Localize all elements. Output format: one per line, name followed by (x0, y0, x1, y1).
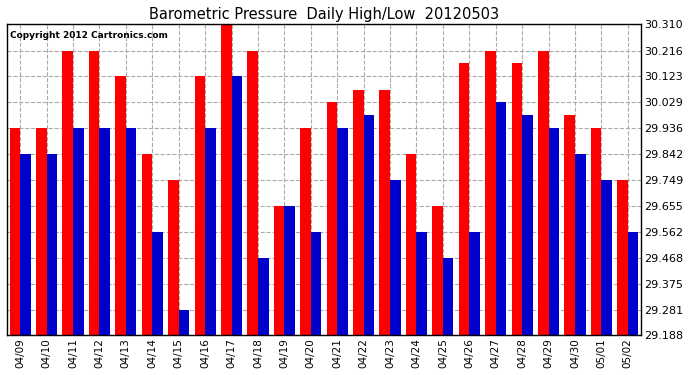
Bar (36, 128, 46, 335)
Bar (232, 76, 242, 335)
Bar (126, 128, 137, 335)
Bar (89, 51, 99, 335)
Bar (99, 128, 110, 335)
Bar (406, 154, 417, 335)
Bar (258, 258, 268, 335)
Bar (564, 115, 575, 335)
Bar (511, 63, 522, 335)
Bar (390, 180, 401, 335)
Bar (73, 128, 83, 335)
Bar (152, 232, 163, 335)
Bar (300, 128, 310, 335)
Bar (417, 232, 427, 335)
Bar (195, 76, 205, 335)
Bar (495, 102, 506, 335)
Bar (20, 154, 31, 335)
Bar (168, 180, 179, 335)
Bar (485, 51, 495, 335)
Bar (205, 128, 216, 335)
Bar (628, 232, 638, 335)
Bar (459, 63, 469, 335)
Bar (618, 180, 628, 335)
Bar (469, 232, 480, 335)
Bar (284, 206, 295, 335)
Bar (443, 258, 453, 335)
Bar (326, 102, 337, 335)
Bar (337, 128, 348, 335)
Title: Barometric Pressure  Daily High/Low  20120503: Barometric Pressure Daily High/Low 20120… (149, 7, 499, 22)
Bar (353, 90, 364, 335)
Bar (310, 232, 322, 335)
Bar (575, 154, 586, 335)
Bar (274, 206, 284, 335)
Bar (46, 154, 57, 335)
Bar (179, 310, 189, 335)
Bar (538, 51, 549, 335)
Bar (602, 180, 612, 335)
Bar (62, 51, 73, 335)
Bar (115, 76, 126, 335)
Bar (380, 90, 390, 335)
Bar (591, 128, 602, 335)
Bar (522, 115, 533, 335)
Text: Copyright 2012 Cartronics.com: Copyright 2012 Cartronics.com (10, 31, 168, 40)
Bar (10, 128, 20, 335)
Bar (248, 51, 258, 335)
Bar (141, 154, 152, 335)
Bar (364, 115, 374, 335)
Bar (433, 206, 443, 335)
Bar (549, 128, 559, 335)
Bar (221, 24, 232, 335)
